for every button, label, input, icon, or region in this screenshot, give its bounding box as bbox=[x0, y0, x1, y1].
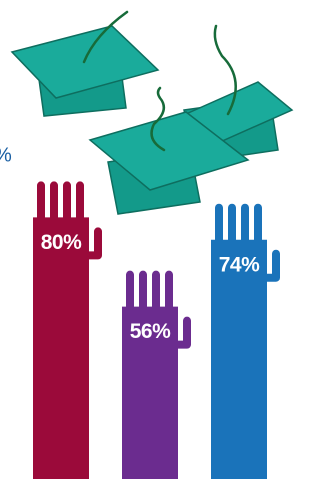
cap bbox=[12, 12, 158, 116]
hand-bar: 74% bbox=[211, 204, 276, 479]
annotation: % bbox=[0, 144, 12, 166]
hand bbox=[211, 204, 267, 479]
hand-bar: 80% bbox=[33, 181, 98, 479]
hand-bar: 56% bbox=[122, 271, 187, 479]
value-label: 80% bbox=[41, 231, 82, 254]
hand bbox=[122, 271, 178, 479]
infographic: % 80% 56% 74% bbox=[0, 0, 294, 479]
value-label: 74% bbox=[219, 253, 260, 276]
hand bbox=[33, 181, 89, 479]
value-label: 56% bbox=[130, 320, 171, 343]
